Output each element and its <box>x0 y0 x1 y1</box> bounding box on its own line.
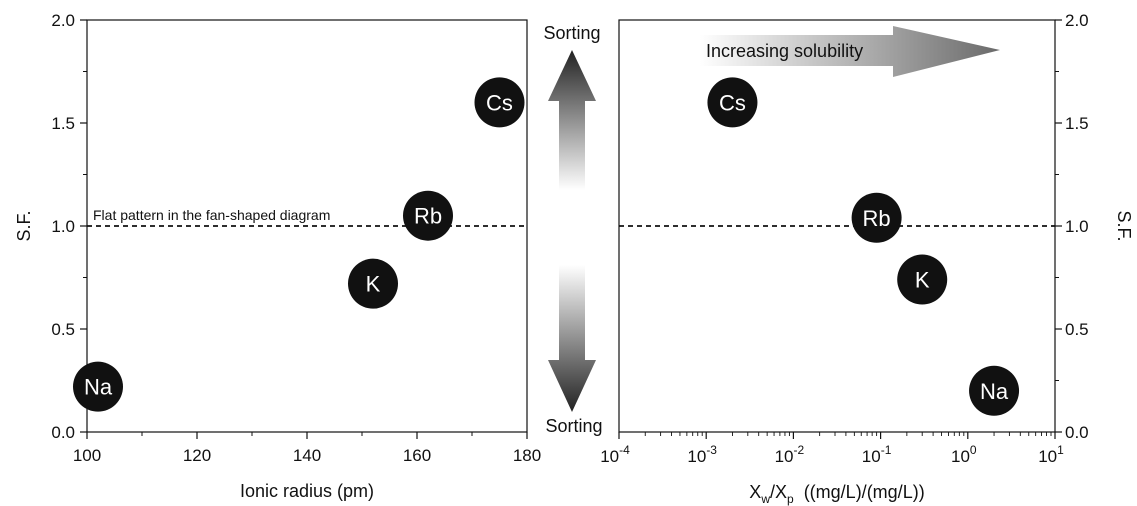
right-x-tick-base: 10 <box>775 447 794 466</box>
reference-line-note: Flat pattern in the fan-shaped diagram <box>93 207 330 223</box>
left-x-tick-label: 120 <box>183 446 211 465</box>
sorting-down-arrow <box>548 265 596 412</box>
left-x-tick-label: 140 <box>293 446 321 465</box>
left-point-marker-rb <box>403 190 453 241</box>
right-x-tick-label: 10-4 <box>600 443 630 466</box>
right-y-tick-label: 0.0 <box>1065 423 1089 442</box>
left-data-points: Na K Rb Cs <box>73 77 525 412</box>
left-point-label-k: K <box>366 272 381 297</box>
right-y-tick-label: 0.5 <box>1065 320 1089 339</box>
right-point-marker-na <box>969 365 1020 416</box>
right-x-tick-exponent: -3 <box>706 443 717 457</box>
right-x-tick-base: 10 <box>600 447 619 466</box>
right-point-marker-k <box>897 254 948 305</box>
left-y-tick-label: 0.5 <box>51 320 75 339</box>
right-x-axis-label: Xw/Xp ((mg/L)/(mg/L)) <box>749 482 924 506</box>
right-point-marker-cs <box>707 77 758 128</box>
right-x-tick-base: 10 <box>687 447 706 466</box>
left-y-tick-label: 0.0 <box>51 423 75 442</box>
right-y-tick-label: 2.0 <box>1065 11 1089 30</box>
right-x-tick-label: 10-3 <box>687 443 717 466</box>
sorting-arrows: Sorting Sorting <box>543 23 602 436</box>
left-y-tick-label: 2.0 <box>51 11 75 30</box>
solubility-label: Increasing solubility <box>706 41 863 61</box>
right-point-label-k: K <box>915 268 930 293</box>
right-data-points: Cs Rb K Na <box>707 77 1020 416</box>
left-point-marker-na <box>73 361 123 412</box>
left-point-marker-cs <box>474 77 525 128</box>
right-point-label-rb: Rb <box>863 206 891 231</box>
right-point-marker-rb <box>851 192 902 243</box>
left-x-tick-label: 180 <box>513 446 541 465</box>
right-x-tick-exponent: -4 <box>619 443 630 457</box>
left-x-tick-label: 160 <box>403 446 431 465</box>
left-axis-ticks: 0.0 0.5 1.0 1.5 2.0 100 120 140 160 180 <box>51 11 541 465</box>
right-x-tick-exponent: -1 <box>881 443 892 457</box>
right-y-tick-label: 1.0 <box>1065 217 1089 236</box>
right-y-axis-label: S.F. <box>1114 210 1134 241</box>
left-point-marker-k <box>348 258 398 309</box>
right-y-tick-label: 1.5 <box>1065 114 1089 133</box>
right-x-tick-label: 10-1 <box>862 443 892 466</box>
left-y-tick-label: 1.0 <box>51 217 75 236</box>
right-point-label-na: Na <box>980 379 1009 404</box>
left-point-label-na: Na <box>84 375 113 400</box>
right-x-tick-label: 101 <box>1038 443 1064 466</box>
left-point-label-rb: Rb <box>414 204 442 229</box>
right-x-tick-label: 10-2 <box>775 443 805 466</box>
right-x-tick-base: 10 <box>1038 447 1057 466</box>
left-chart-panel: 0.0 0.5 1.0 1.5 2.0 100 120 140 160 180 Flat patt… <box>14 11 541 501</box>
left-reference-line-group: Flat pattern in the fan-shaped diagram <box>87 207 527 227</box>
left-y-axis-label: S.F. <box>14 210 34 241</box>
solubility-arrow <box>700 26 1000 77</box>
left-point-label-cs: Cs <box>486 90 513 115</box>
right-chart-panel: Increasing solubility 0.00.51.01.52.010-… <box>600 11 1134 506</box>
sorting-up-arrow <box>548 50 596 190</box>
left-x-axis-label: Ionic radius (pm) <box>240 481 374 501</box>
right-axis-ticks: 0.00.51.01.52.010-4 10-3 10-2 10-1 100 101 <box>600 11 1088 466</box>
right-x-tick-exponent: 0 <box>970 443 977 457</box>
solubility-arrow-group: Increasing solubility <box>700 26 1000 77</box>
left-x-tick-label: 100 <box>73 446 101 465</box>
right-x-tick-base: 10 <box>862 447 881 466</box>
right-x-tick-base: 10 <box>951 447 970 466</box>
right-x-tick-label: 100 <box>951 443 977 466</box>
sorting-top-label: Sorting <box>543 23 600 43</box>
right-point-label-cs: Cs <box>719 90 746 115</box>
right-x-tick-exponent: 1 <box>1057 443 1064 457</box>
right-x-tick-exponent: -2 <box>794 443 805 457</box>
sorting-bottom-label: Sorting <box>545 416 602 436</box>
left-y-tick-label: 1.5 <box>51 114 75 133</box>
